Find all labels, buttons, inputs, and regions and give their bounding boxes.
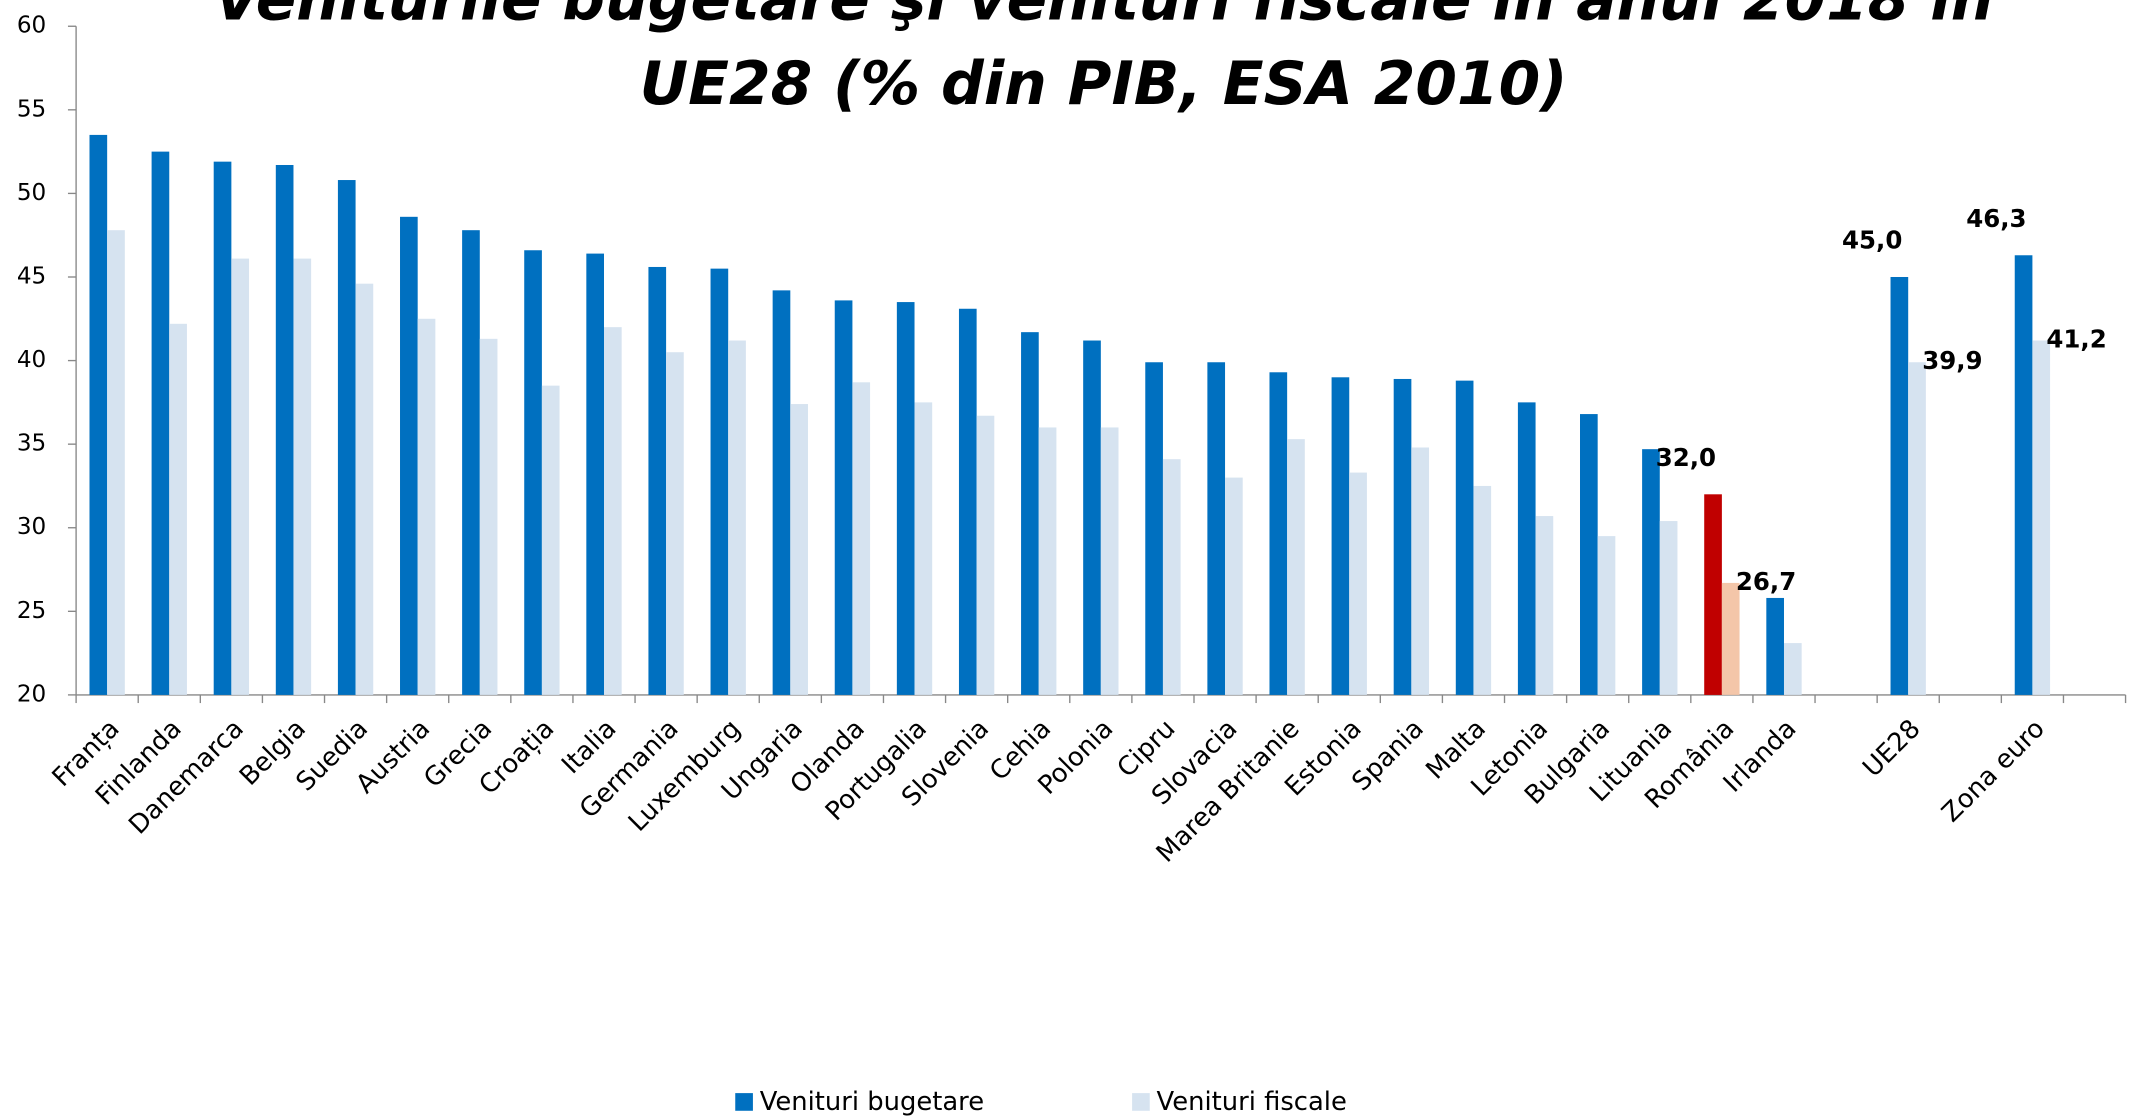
bar [355,283,374,695]
data-label: 32,0 [1656,443,1716,472]
chart-title: Veniturile bugetare şi venituri fiscale … [214,0,1993,35]
bar [1908,362,1926,695]
bar [1597,536,1616,695]
y-tick-label: 45 [17,263,46,289]
bar [1083,340,1101,695]
bar [1269,372,1288,695]
bar [914,402,933,695]
bar [1704,494,1722,695]
bar [1783,643,1802,695]
bar [1890,276,1909,695]
bar [1455,380,1474,695]
y-tick-label: 35 [17,431,46,457]
y-tick-label: 25 [17,598,46,624]
data-label: 46,3 [1966,204,2026,233]
bar [772,290,791,695]
bar [648,266,667,695]
bar [151,151,170,695]
bar [231,258,250,695]
x-tick-label: UE28 [1857,714,1926,783]
bar [1331,377,1350,695]
bar [107,230,125,695]
bar [790,404,808,695]
bar [1721,582,1740,695]
bar [1038,427,1057,695]
bar [462,230,480,695]
bar [1287,439,1305,695]
bar [834,300,853,695]
bar [541,385,560,695]
bar [1145,362,1163,695]
bar [2014,255,2033,695]
bar [958,308,977,695]
bar [603,327,622,695]
bar [1473,485,1492,695]
legend-swatch [735,1093,753,1111]
bar [852,382,871,695]
bar [524,250,542,695]
bar [1021,332,1039,695]
bar [89,134,108,695]
y-tick-label: 30 [17,514,46,540]
bar [337,180,356,695]
bar [1766,597,1784,695]
bar [1207,362,1226,695]
bar [213,161,232,695]
bar [1225,477,1243,695]
y-tick-label: 50 [17,180,46,206]
bar [275,164,294,695]
legend-label: Venituri bugetare [760,1087,984,1117]
data-label: 39,9 [1922,346,1982,375]
bar [1517,402,1536,695]
y-tick-label: 60 [17,13,46,39]
bar [417,318,436,695]
bar [169,323,187,695]
bar [1100,427,1119,695]
bar [1349,472,1367,695]
x-tick-label: Zona euro [1936,714,2051,829]
bar [976,415,995,695]
y-tick-label: 40 [17,347,46,373]
bar [400,216,418,695]
bar [1162,459,1181,695]
bar [896,302,915,695]
data-label: 26,7 [1736,567,1796,596]
bar [293,258,312,695]
bar [666,352,684,695]
bar [1393,378,1412,695]
bar [479,338,498,695]
bar [710,268,729,695]
bar [1580,414,1598,695]
bar [1535,516,1554,695]
bar [1642,449,1660,695]
data-label: 41,2 [2046,325,2106,354]
bar [2032,340,2051,695]
data-label: 45,0 [1842,226,1902,255]
y-tick-label: 20 [17,681,46,707]
bar [1659,521,1678,695]
chart-title: UE28 (% din PIB, ESA 2010) [640,50,1568,119]
bar [1411,447,1430,695]
y-tick-label: 55 [17,96,46,122]
bar [728,340,746,695]
legend-label: Venituri fiscale [1157,1087,1347,1117]
legend-swatch [1132,1093,1150,1111]
bar [586,253,604,695]
